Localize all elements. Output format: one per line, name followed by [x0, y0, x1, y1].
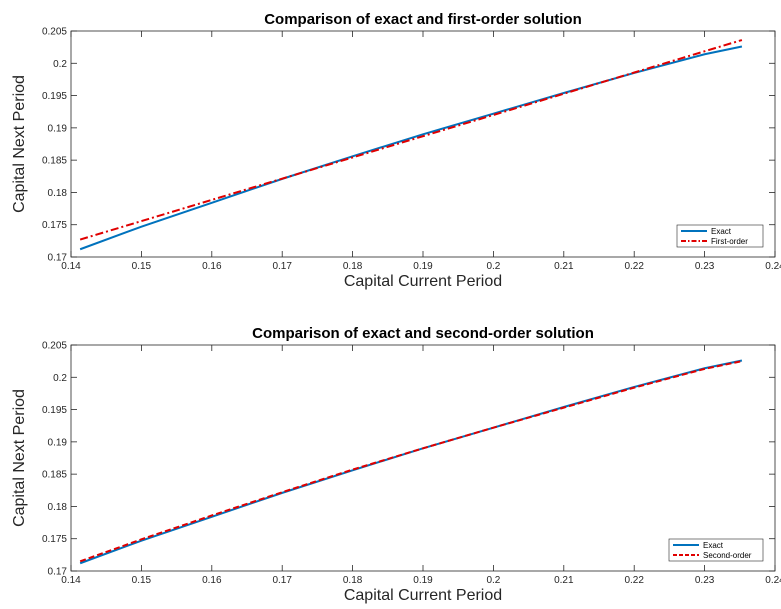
x-tick-label: 0.15: [132, 261, 152, 272]
chart-panel-1: 0.14 0.15 0.16 0.17 0.18 0.19 0.2 0.21 0.22 0.23 0…: [11, 11, 781, 290]
x-tick-label: 0.22: [624, 261, 644, 272]
x-tick-label: 0.22: [624, 575, 644, 586]
chart-panel-2: 0.14 0.15 0.16 0.17 0.18 0.19 0.2 0.21 0.22 0.23 0…: [11, 325, 781, 604]
y-tick-label: 0.2: [53, 373, 67, 384]
series-line-first-order: [79, 39, 743, 241]
x-tick-label: 0.21: [554, 261, 574, 272]
axes-box: [70, 30, 776, 258]
y-tick-label: 0.185: [42, 156, 67, 167]
chart-title: Comparison of exact and second-order sol…: [252, 325, 594, 342]
x-tick-label: 0.14: [61, 575, 81, 586]
y-tick-label: 0.175: [42, 220, 67, 231]
series-line-exact: [79, 45, 743, 251]
x-tick-label: 0.15: [132, 575, 152, 586]
x-tick-label: 0.18: [343, 261, 363, 272]
x-tick-label: 0.24: [765, 575, 781, 586]
y-tick-label: 0.185: [42, 470, 67, 481]
y-tick-label: 0.175: [42, 534, 67, 545]
x-axis-label: Capital Current Period: [344, 587, 502, 604]
y-tick-label: 0.18: [48, 188, 68, 199]
legend-entry-exact: Exact: [711, 227, 732, 236]
legend-entry-first-order: First-order: [711, 237, 748, 246]
series-group: [79, 359, 743, 565]
y-tick-label: 0.19: [48, 123, 68, 134]
x-tick-label: 0.21: [554, 575, 574, 586]
y-tick-label: 0.19: [48, 437, 68, 448]
x-tick-label: 0.14: [61, 261, 81, 272]
series-line-second-order: [79, 360, 743, 563]
y-axis-label: Capital Next Period: [11, 389, 28, 527]
legend-entry-exact: Exact: [703, 541, 724, 550]
x-tick-label: 0.2: [486, 575, 500, 586]
y-tick-label: 0.17: [48, 567, 68, 578]
axes-box: [70, 344, 776, 572]
y-tick-label: 0.17: [48, 253, 68, 264]
series-group: [79, 39, 743, 251]
x-tick-label: 0.23: [695, 575, 715, 586]
x-tick-label: 0.24: [765, 261, 781, 272]
y-tick-label: 0.195: [42, 91, 67, 102]
legend-entry-second-order: Second-order: [703, 551, 752, 560]
chart-title: Comparison of exact and first-order solu…: [264, 11, 582, 28]
x-tick-label: 0.16: [202, 575, 222, 586]
y-tick-label: 0.195: [42, 405, 67, 416]
y-tick-label: 0.205: [42, 341, 67, 352]
x-tick-label: 0.18: [343, 575, 363, 586]
x-axis-label: Capital Current Period: [344, 273, 502, 290]
x-tick-label: 0.2: [486, 261, 500, 272]
x-tick-label: 0.19: [413, 261, 433, 272]
x-tick-label: 0.19: [413, 575, 433, 586]
x-tick-label: 0.17: [272, 575, 292, 586]
y-tick-label: 0.2: [53, 59, 67, 70]
x-tick-label: 0.16: [202, 261, 222, 272]
y-tick-label: 0.205: [42, 27, 67, 38]
y-tick-label: 0.18: [48, 502, 68, 513]
y-axis-label: Capital Next Period: [11, 75, 28, 213]
x-tick-label: 0.23: [695, 261, 715, 272]
x-tick-label: 0.17: [272, 261, 292, 272]
